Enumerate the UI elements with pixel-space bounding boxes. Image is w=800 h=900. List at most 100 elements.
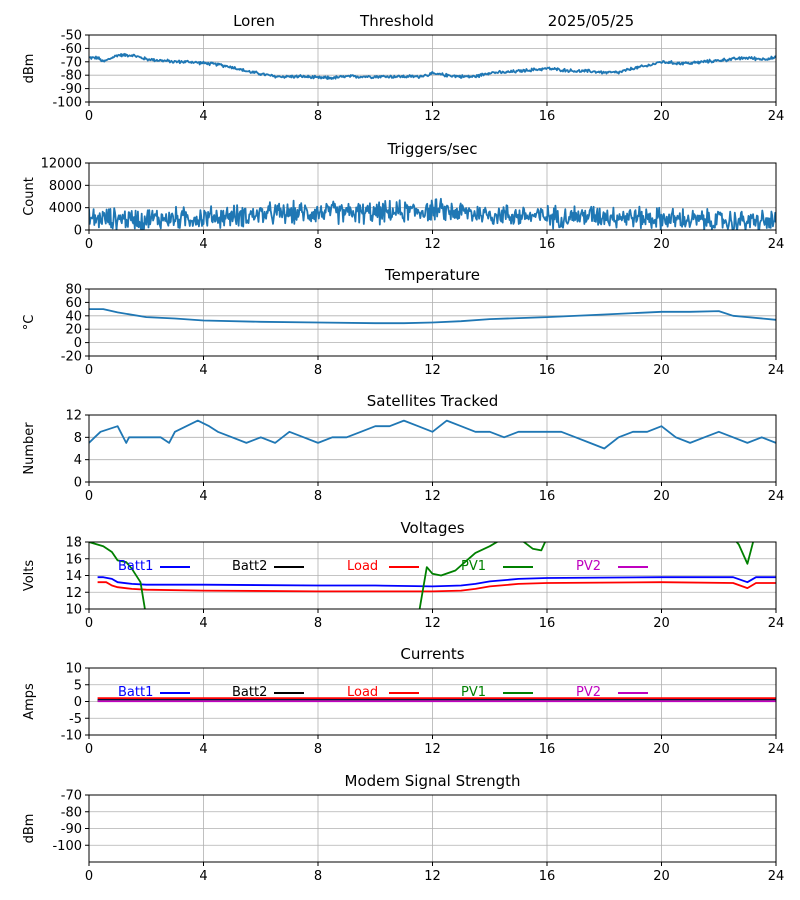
panel-title: Satellites Tracked: [367, 392, 498, 410]
x-tick-label: 4: [199, 616, 207, 631]
panel-title: Modem Signal Strength: [345, 772, 521, 790]
legend-label-pv2: PV2: [576, 559, 601, 574]
x-tick-label: 16: [539, 869, 556, 884]
y-tick-label: -70: [61, 55, 82, 70]
x-tick-label: 12: [424, 489, 441, 504]
x-tick-label: 0: [85, 109, 93, 124]
x-tick-label: 12: [424, 109, 441, 124]
x-tick-label: 8: [314, 616, 322, 631]
x-tick-label: 24: [768, 109, 785, 124]
x-tick-label: 8: [314, 363, 322, 378]
x-tick-label: 4: [199, 869, 207, 884]
panel-title: Voltages: [400, 519, 464, 537]
y-tick-label: 12: [65, 586, 82, 601]
y-tick-label: 16: [65, 552, 82, 567]
x-tick-label: 8: [314, 742, 322, 757]
y-tick-label: -60: [61, 42, 82, 57]
x-tick-label: 16: [539, 363, 556, 378]
y-tick-label: 40: [65, 309, 82, 324]
series-line: [89, 419, 776, 450]
y-axis-label: Amps: [22, 683, 37, 720]
legend-label-pv2: PV2: [576, 685, 601, 700]
y-tick-label: -100: [52, 839, 82, 854]
y-tick-label: 10: [65, 662, 82, 677]
x-tick-label: 24: [768, 489, 785, 504]
y-axis-label: dBm: [22, 54, 37, 84]
x-tick-label: 4: [199, 489, 207, 504]
x-tick-label: 24: [768, 237, 785, 252]
x-tick-label: 8: [314, 489, 322, 504]
y-tick-label: 5: [74, 678, 82, 693]
header-mode: Threshold: [359, 12, 434, 30]
y-tick-label: -50: [61, 29, 82, 44]
y-axis-label: Number: [22, 422, 37, 475]
y-tick-label: 4: [74, 453, 82, 468]
x-tick-label: 20: [653, 869, 670, 884]
y-tick-label: 8: [74, 431, 82, 446]
x-tick-label: 0: [85, 237, 93, 252]
series-batt1-line: [97, 576, 776, 588]
x-tick-label: 4: [199, 109, 207, 124]
y-tick-label: 0: [74, 476, 82, 491]
y-tick-label: 0: [74, 336, 82, 351]
x-tick-label: 0: [85, 489, 93, 504]
y-tick-label: -70: [61, 789, 82, 804]
y-tick-label: 60: [65, 296, 82, 311]
series-load-line: [97, 581, 776, 593]
x-tick-label: 20: [653, 109, 670, 124]
x-tick-label: 20: [653, 363, 670, 378]
y-tick-label: 12000: [41, 157, 82, 172]
y-tick-label: 0: [74, 224, 82, 239]
x-tick-label: 24: [768, 742, 785, 757]
x-tick-label: 16: [539, 616, 556, 631]
y-tick-label: 18: [65, 536, 82, 551]
y-tick-label: -90: [61, 82, 82, 97]
panel-title: Temperature: [384, 266, 480, 284]
y-tick-label: -100: [52, 96, 82, 111]
header-date: 2025/05/25: [548, 12, 634, 30]
y-axis-label: dBm: [22, 814, 37, 844]
legend-label-load: Load: [347, 685, 378, 700]
x-tick-label: 16: [539, 109, 556, 124]
series-pv1-line: [89, 542, 754, 609]
x-tick-label: 8: [314, 109, 322, 124]
legend-label-pv1: PV1: [461, 559, 486, 574]
header-station: Loren: [233, 12, 275, 30]
x-tick-label: 12: [424, 742, 441, 757]
y-tick-label: -10: [61, 729, 82, 744]
series-line: [89, 308, 776, 325]
y-axis-label: °C: [22, 315, 37, 331]
chart-panel-2: 0 4 8 12 16 20 24 0 4000 8000 12000 Triggers/sec Cou…: [22, 140, 784, 252]
x-tick-label: 16: [539, 489, 556, 504]
series-line: [89, 52, 776, 80]
chart-panel-1: 0 4 8 12 16 20 24 -50-60-70-80-90-100 dBm: [22, 29, 784, 125]
y-tick-label: 10: [65, 603, 82, 618]
y-tick-label: -90: [61, 822, 82, 837]
x-tick-label: 20: [653, 237, 670, 252]
legend-label-pv1: PV1: [461, 685, 486, 700]
x-tick-label: 0: [85, 616, 93, 631]
x-tick-label: 8: [314, 869, 322, 884]
x-tick-label: 4: [199, 363, 207, 378]
chart-panel-4: 0 4 8 12 16 20 24 0 4 8 12 Satellites Tracked Number: [22, 392, 784, 504]
legend-label-batt2: Batt2: [232, 685, 267, 700]
y-tick-label: -80: [61, 805, 82, 820]
y-tick-label: -80: [61, 69, 82, 84]
y-tick-label: 4000: [49, 201, 82, 216]
y-tick-label: 8000: [49, 179, 82, 194]
x-tick-label: 0: [85, 363, 93, 378]
panel-title: Currents: [400, 645, 464, 663]
x-tick-label: 4: [199, 742, 207, 757]
x-tick-label: 12: [424, 237, 441, 252]
chart-panel-7: 0 4 8 12 16 20 24 -70-80 -90 -100 Modem Signal Str…: [22, 772, 784, 884]
y-tick-label: 14: [65, 569, 82, 584]
y-tick-label: 12: [65, 409, 82, 424]
x-tick-label: 20: [653, 489, 670, 504]
x-tick-label: 8: [314, 237, 322, 252]
x-tick-label: 24: [768, 363, 785, 378]
